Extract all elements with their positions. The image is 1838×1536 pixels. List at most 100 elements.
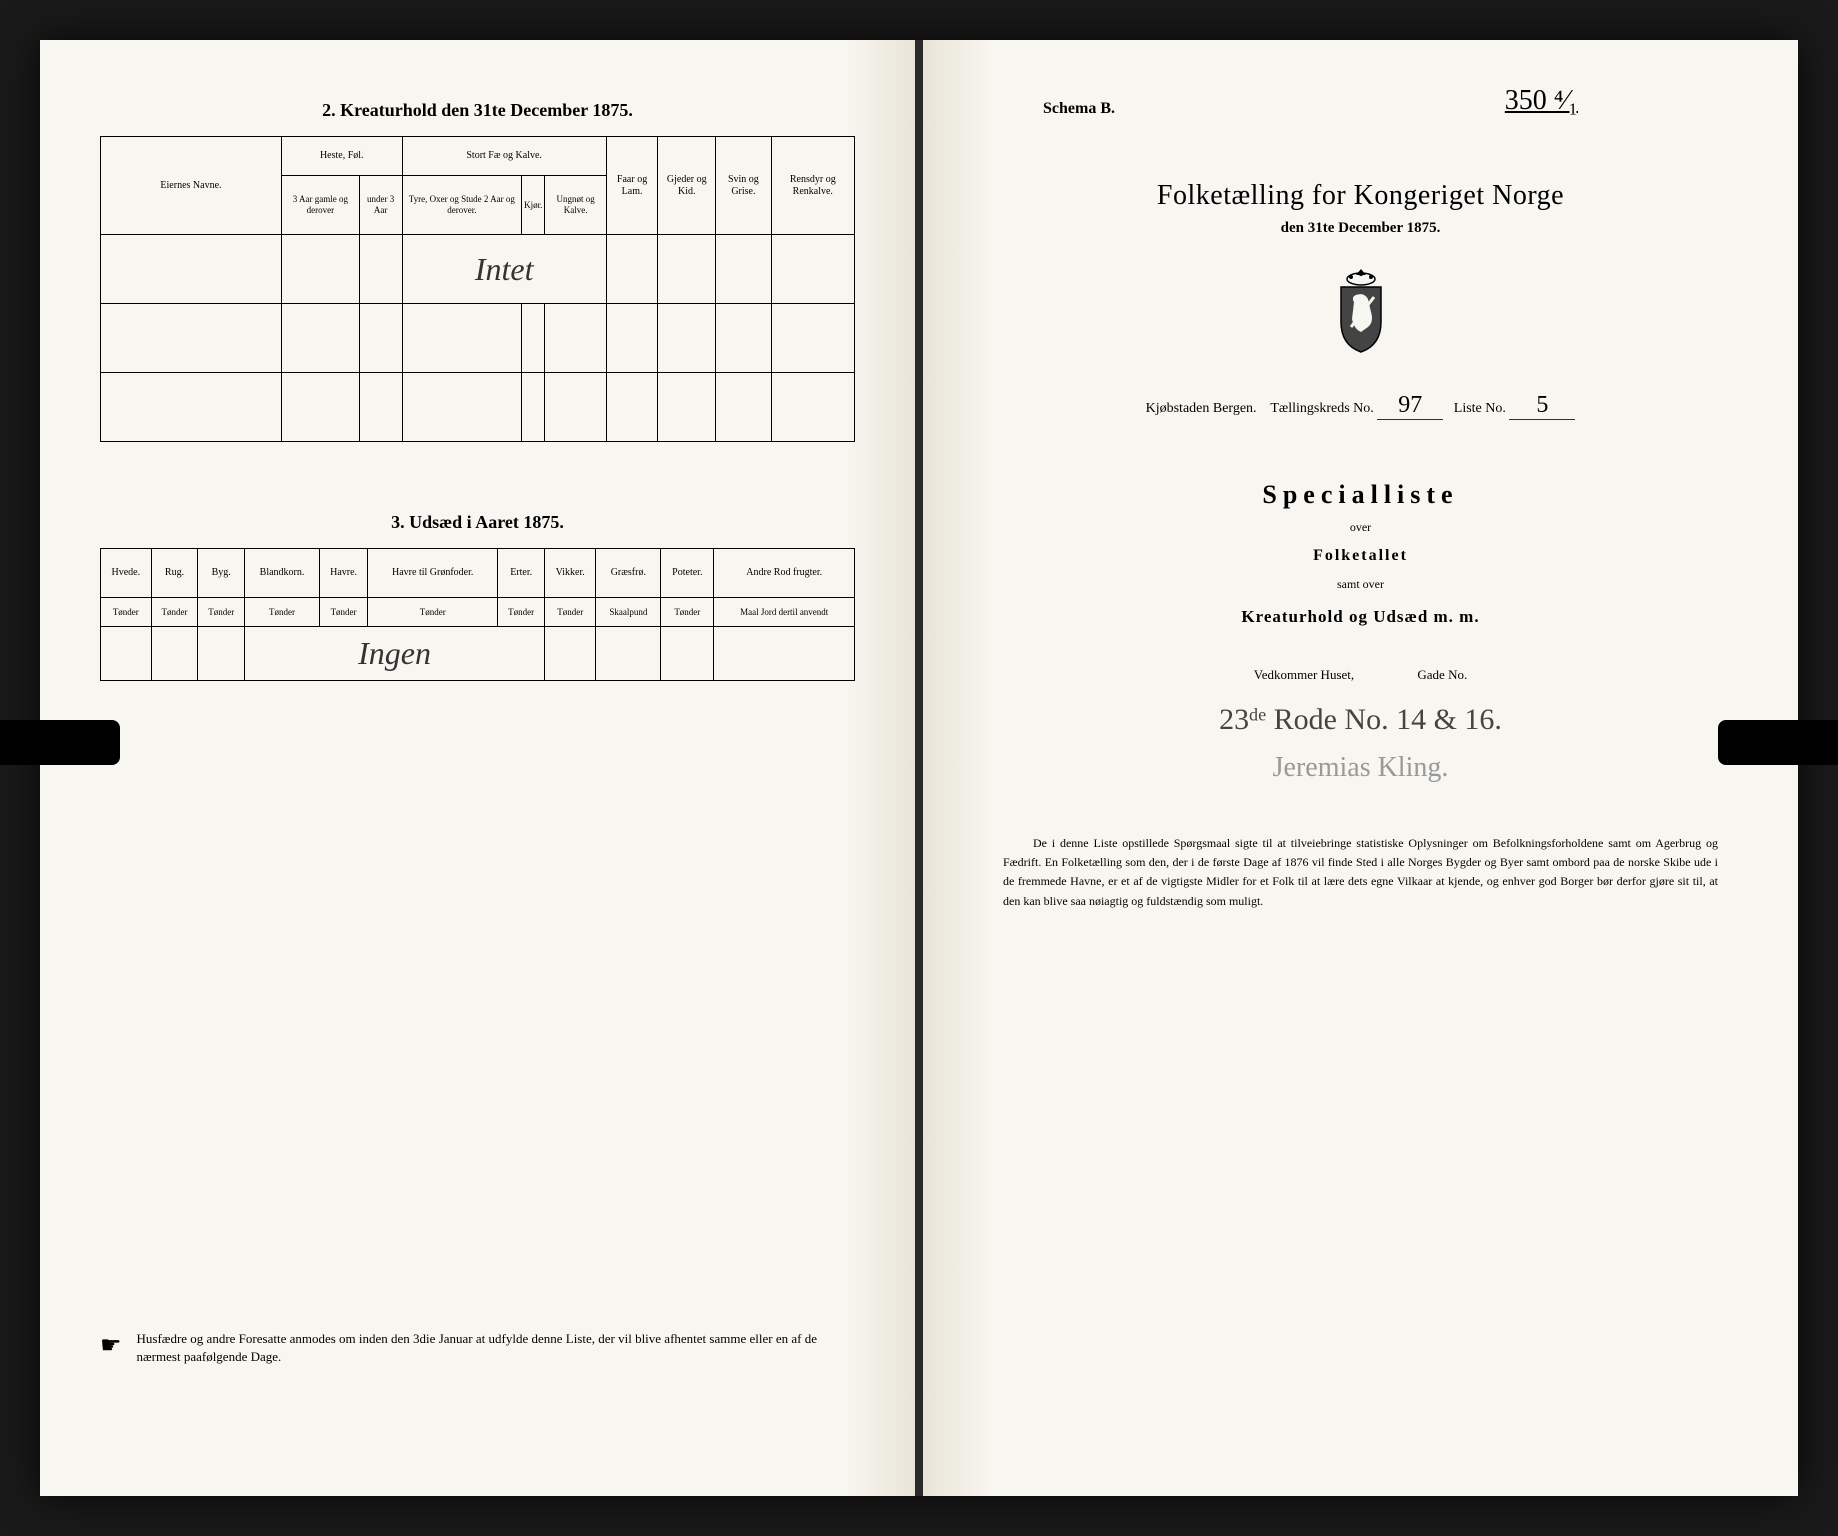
cell xyxy=(658,304,716,373)
c-rye: Rug. xyxy=(151,549,198,598)
cell xyxy=(101,627,152,681)
cell xyxy=(606,304,658,373)
c-grass: Græsfrø. xyxy=(596,549,661,598)
c-potato: Poteter. xyxy=(661,549,714,598)
cell xyxy=(402,304,522,373)
page-number: 350 ⁴⁄₁ xyxy=(1505,85,1578,117)
cell xyxy=(101,373,282,442)
location-line: Kjøbstaden Bergen. Tællingskreds No. 97 … xyxy=(983,392,1738,420)
cell xyxy=(522,373,545,442)
cell xyxy=(522,304,545,373)
col-sheep: Faar og Lam. xyxy=(606,137,658,235)
book-spread: 2. Kreaturhold den 31te December 1875. E… xyxy=(40,40,1798,1496)
cell xyxy=(359,373,402,442)
cell xyxy=(359,235,402,304)
u: Tønder xyxy=(245,598,320,627)
cell xyxy=(716,235,771,304)
sub-calves: Ungnøt og Kalve. xyxy=(545,176,606,235)
gade-label: Gade No. xyxy=(1417,667,1467,682)
sub-bulls: Tyre, Oxer og Stude 2 Aar og derover. xyxy=(402,176,522,235)
cell xyxy=(545,373,606,442)
loc-kreds-value: 97 xyxy=(1377,392,1443,420)
cell xyxy=(606,373,658,442)
c-oats: Havre. xyxy=(320,549,368,598)
u: Tønder xyxy=(661,598,714,627)
sub-cows: Kjør. xyxy=(522,176,545,235)
handwritten-rode: 23ᵈᵉ Rode No. 14 & 16. xyxy=(983,703,1738,737)
cell xyxy=(716,373,771,442)
u: Tønder xyxy=(151,598,198,627)
c-peas: Erter. xyxy=(498,549,545,598)
cell xyxy=(281,235,359,304)
handwritten-intet: Intet xyxy=(402,235,606,304)
cell xyxy=(151,627,198,681)
loc-city: Kjøbstaden Bergen. xyxy=(1146,401,1257,416)
cell xyxy=(658,373,716,442)
footer-note: ☛ Husfædre og andre Foresatte anmodes om… xyxy=(100,1330,855,1366)
cell xyxy=(606,235,658,304)
handwritten-ingen: Ingen xyxy=(245,627,545,681)
cell xyxy=(771,235,854,304)
footer-text: Husfædre og andre Foresatte anmodes om i… xyxy=(137,1330,855,1366)
col-goats: Gjeder og Kid. xyxy=(658,137,716,235)
cell xyxy=(716,304,771,373)
u: Tønder xyxy=(320,598,368,627)
cell xyxy=(281,304,359,373)
bottom-paragraph: De i denne Liste opstillede Spørgsmaal s… xyxy=(1003,834,1718,911)
vedkommer-label: Vedkommer Huset, xyxy=(1254,667,1354,682)
cell xyxy=(359,304,402,373)
u: Tønder xyxy=(368,598,498,627)
col-cattle: Stort Fæ og Kalve. xyxy=(402,137,606,176)
vedkommer-line: Vedkommer Huset, Gade No. xyxy=(983,667,1738,683)
cell xyxy=(101,304,282,373)
sub-3yr: 3 Aar gamle og derover xyxy=(281,176,359,235)
over-label: over xyxy=(983,520,1738,535)
right-page: Schema B. 350 ⁴⁄₁ Folketælling for Konge… xyxy=(923,40,1798,1496)
col-pigs: Svin og Grise. xyxy=(716,137,771,235)
c-barley: Byg. xyxy=(198,549,245,598)
cell xyxy=(402,373,522,442)
cell xyxy=(198,627,245,681)
loc-liste-label: Liste No. xyxy=(1454,401,1506,416)
main-title: Folketælling for Kongeriget Norge xyxy=(983,180,1738,212)
u: Tønder xyxy=(101,598,152,627)
u: Skaalpund xyxy=(596,598,661,627)
section-2-title: 2. Kreaturhold den 31te December 1875. xyxy=(100,100,855,121)
col-horses: Heste, Føl. xyxy=(281,137,402,176)
specialliste-title: Specialliste xyxy=(983,480,1738,510)
c-green: Havre til Grønfoder. xyxy=(368,549,498,598)
c-wheat: Hvede. xyxy=(101,549,152,598)
c-root: Andre Rod frugter. xyxy=(714,549,855,598)
loc-kreds-label: Tællingskreds No. xyxy=(1270,401,1373,416)
col-owner: Eiernes Navne. xyxy=(101,137,282,235)
seed-table: Hvede. Rug. Byg. Blandkorn. Havre. Havre… xyxy=(100,548,855,681)
u: Tønder xyxy=(545,598,596,627)
c-mixed: Blandkorn. xyxy=(245,549,320,598)
loc-liste-value: 5 xyxy=(1509,392,1575,420)
sub-date: den 31te December 1875. xyxy=(983,220,1738,237)
c-vetch: Vikker. xyxy=(545,549,596,598)
u: Tønder xyxy=(198,598,245,627)
cell xyxy=(596,627,661,681)
schema-label: Schema B. xyxy=(1043,100,1115,118)
pointing-hand-icon: ☛ xyxy=(100,1330,122,1364)
kreatur-label: Kreaturhold og Udsæd m. m. xyxy=(983,607,1738,627)
left-page: 2. Kreaturhold den 31te December 1875. E… xyxy=(40,40,923,1496)
book-clip-left xyxy=(0,720,120,765)
book-clip-right xyxy=(1718,720,1838,765)
folketallet-label: Folketallet xyxy=(983,547,1738,565)
sub-under3: under 3 Aar xyxy=(359,176,402,235)
cell xyxy=(661,627,714,681)
section-3-title: 3. Udsæd i Aaret 1875. xyxy=(100,512,855,533)
u: Maal Jord dertil anvendt xyxy=(714,598,855,627)
handwritten-signature: Jeremias Kling. xyxy=(983,752,1738,784)
cell xyxy=(714,627,855,681)
cell xyxy=(545,627,596,681)
coat-of-arms-icon xyxy=(983,267,1738,362)
cell xyxy=(101,235,282,304)
cell xyxy=(658,235,716,304)
col-reindeer: Rensdyr og Renkalve. xyxy=(771,137,854,235)
u: Tønder xyxy=(498,598,545,627)
cell xyxy=(281,373,359,442)
samt-label: samt over xyxy=(983,577,1738,592)
